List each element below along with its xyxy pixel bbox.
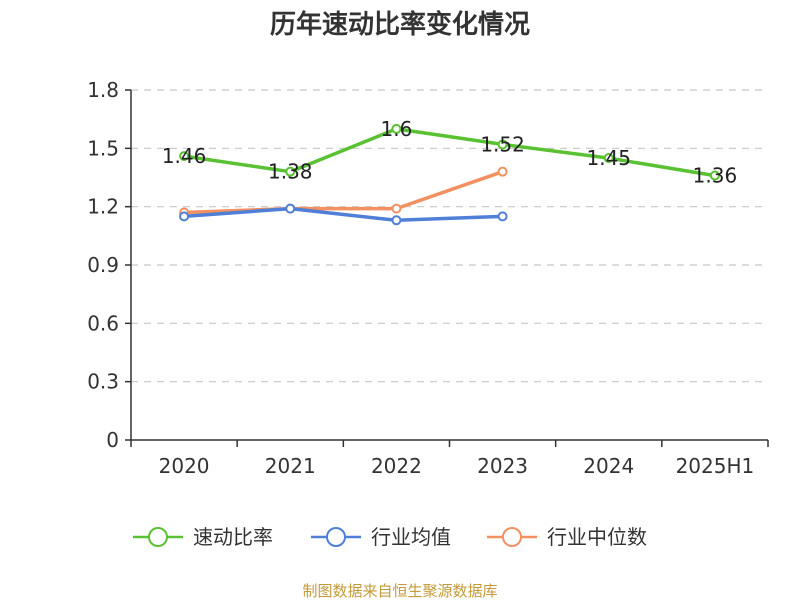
data-label: 1.52 [480,132,525,156]
data-point [391,203,402,214]
legend-label: 行业均值 [371,525,451,549]
data-point [391,123,402,134]
y-tick-label: 1.5 [87,136,119,160]
data-label: 1.36 [693,164,738,188]
series-line [183,206,503,223]
data-point [285,203,296,214]
legend-label: 速动比率 [193,525,273,549]
data-label: 1.46 [162,144,207,168]
data-point [709,170,720,181]
series-line [184,170,504,215]
legend-swatch-marker [326,527,346,547]
y-tick-label: 0.6 [87,311,119,335]
legend-swatch-marker [148,527,168,547]
x-tick-label: 2022 [371,454,422,478]
data-point [391,215,402,226]
series-line [183,127,716,178]
y-tick-label: 0 [106,428,119,452]
grid [131,89,768,383]
data-point [497,139,508,150]
x-tick-label: 2025H1 [676,454,755,478]
y-tick-label: 1.8 [87,78,119,102]
data-label: 1.6 [381,117,413,141]
axes: 0 0.3 0.6 0.9 1.2 1.5 1.8 2020 2021 2022 2023 2024 2… [87,78,769,478]
data-point [497,166,508,177]
legend-swatch-marker [502,527,522,547]
data-label: 1.45 [586,146,631,170]
x-tick-label: 2021 [265,454,316,478]
legend-label: 行业中位数 [547,525,647,549]
data-point [497,211,508,222]
data-point [603,153,614,164]
data-labels: 1.46 1.38 1.6 1.52 1.45 1.36 [162,117,737,188]
data-point [285,166,296,177]
data-label: 1.38 [268,160,313,184]
y-tick-label: 1.2 [87,195,119,219]
chart-title: 历年速动比率变化情况 [270,9,530,40]
y-tick-label: 0.3 [87,370,119,394]
data-point [179,151,190,162]
source-note: 制图数据来自恒生聚源数据库 [302,582,497,600]
y-tick-label: 0.9 [87,253,119,277]
x-tick-label: 2023 [477,454,528,478]
x-tick-label: 2024 [583,454,634,478]
series-layer [179,123,720,226]
legend: 速动比率 行业均值 行业中位数 [133,525,647,549]
x-tick-label: 2020 [159,454,210,478]
data-point [179,211,190,222]
